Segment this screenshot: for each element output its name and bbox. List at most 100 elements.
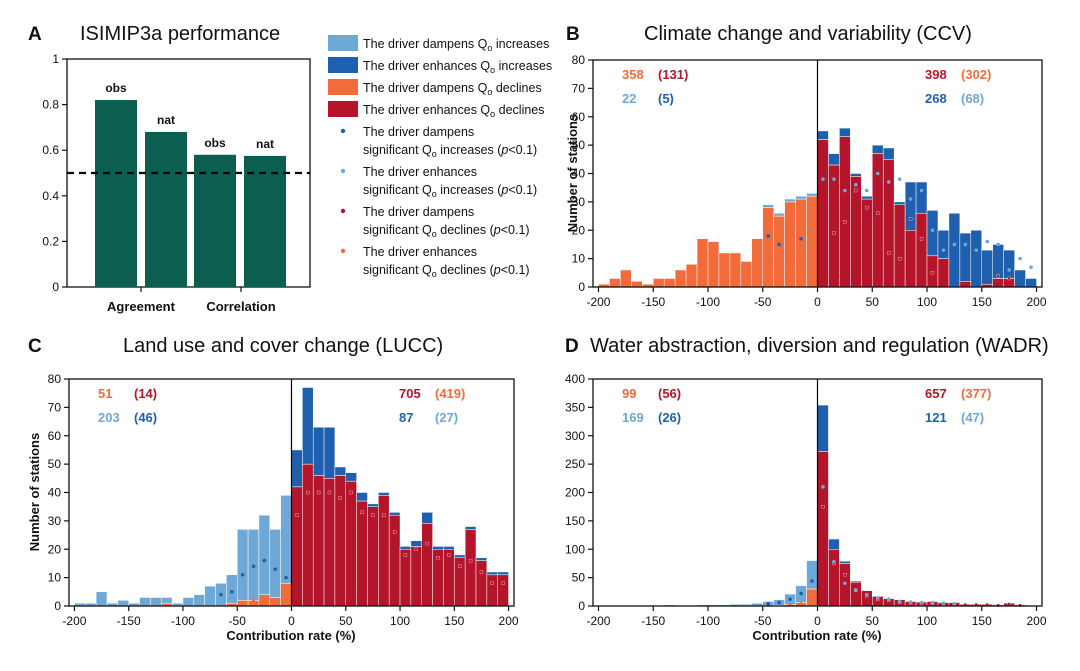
panel-d-ytick-label: 50 xyxy=(572,571,586,585)
panel-b-annot-left-top-paren: (131) xyxy=(658,67,688,82)
panel-c-ytick-label: 60 xyxy=(48,429,62,443)
panel-d-xtick-label: 150 xyxy=(972,614,992,628)
panel-b-dot-crimson xyxy=(887,251,891,255)
legend-text-part: <0.1) xyxy=(508,143,537,157)
panel-d-ytick-label: 200 xyxy=(565,486,585,500)
panel-b-bar-crimson xyxy=(861,198,873,288)
legend-label-line2: significant Qo declines (p<0.1) xyxy=(363,263,530,279)
panel-c-dot-darkblue xyxy=(273,567,278,571)
panel-c-bar-darkblue xyxy=(475,557,488,561)
panel-c-bar-lightblue xyxy=(161,597,173,604)
panel-c-dot-crimson xyxy=(360,510,364,515)
panel-d-annot-right-top: 657 xyxy=(925,386,947,401)
panel-d-annot-left-bottom-paren: (26) xyxy=(658,410,681,425)
panel-a-ytick-label: 0.2 xyxy=(42,234,59,248)
panel-b-bar-crimson xyxy=(937,258,950,288)
panel-b-dot-orange xyxy=(624,276,628,280)
legend-label-line1: The driver dampens xyxy=(363,125,474,139)
panel-b-bar-darkblue xyxy=(839,127,851,137)
panel-b-dot-orange xyxy=(766,257,770,261)
panel-b-dot-lightblue xyxy=(875,171,880,176)
panel-c-xtick-label: 200 xyxy=(499,614,519,628)
panel-d-dot-lightblue xyxy=(864,592,869,597)
panel-b-ytick-label: 10 xyxy=(572,252,586,266)
panel-d-xtick-label: 50 xyxy=(866,614,880,628)
panel-c-dot-orange xyxy=(241,601,245,605)
panel-d-dot-darkblue xyxy=(766,601,771,606)
panel-d-xlabel: Contribution rate (%) xyxy=(752,628,881,643)
panel-b-bar-crimson xyxy=(992,278,1004,288)
panel-b-bar-darkblue xyxy=(937,230,950,259)
legend-label: The driver enhances Qo declines xyxy=(363,103,545,119)
panel-a-ytick-label: 1 xyxy=(52,52,59,66)
panel-b-ytick-label: 0 xyxy=(578,280,585,294)
panel-c-bar-lightblue xyxy=(236,529,249,601)
panel-c-bar-darkblue xyxy=(497,571,509,576)
panel-c-letter: C xyxy=(28,336,42,357)
panel-d-letter: D xyxy=(565,336,579,357)
panel-b-dot-orange xyxy=(690,274,694,278)
legend-label-line2: significant Qo increases (p<0.1) xyxy=(363,183,537,199)
panel-c-bar-crimson xyxy=(345,480,357,607)
panel-d-dot-lightblue xyxy=(930,600,935,605)
legend-label-line1: The driver enhances xyxy=(363,165,477,179)
panel-c-xtick-label: 50 xyxy=(339,614,353,628)
panel-c-dot-crimson xyxy=(458,564,462,568)
panel-b-xtick-label: -50 xyxy=(754,295,772,309)
panel-b-ytick-label: 30 xyxy=(572,195,586,209)
panel-b-bar-darkblue xyxy=(1003,249,1015,279)
panel-c-annot-right-top: 705 xyxy=(399,386,421,401)
panel-c-dot-crimson xyxy=(306,490,310,495)
panel-d-dot-lightblue xyxy=(854,588,858,592)
legend-subscript: o xyxy=(490,65,495,75)
panel-b-dot-lightblue xyxy=(864,188,869,193)
panel-c-bar-crimson xyxy=(378,495,390,607)
panel-d-xtick-label: -150 xyxy=(641,614,665,628)
panel-b-bar-crimson xyxy=(850,176,862,288)
panel-b-bar-orange xyxy=(609,278,621,288)
panel-b-dot-orange xyxy=(679,279,683,283)
panel-d-bar-darkblue xyxy=(839,560,851,564)
legend-text-part: <0.1) xyxy=(501,263,530,277)
panel-c-bar-darkblue xyxy=(486,571,498,576)
legend-text-part: significant Q xyxy=(363,183,432,197)
panel-b-dot-lightblue xyxy=(974,248,979,252)
panel-b-bar-orange xyxy=(784,201,796,288)
panel-d-bar-darkblue xyxy=(828,538,840,550)
panel-b-xtick-label: -100 xyxy=(696,295,720,309)
panel-b-dot-lightblue xyxy=(897,177,902,181)
panel-d-xtick-label: -50 xyxy=(754,614,772,628)
panel-b-dot-orange xyxy=(810,271,814,275)
panel-c-dot-crimson xyxy=(349,490,353,495)
panel-a-group-label: Agreement xyxy=(107,299,176,314)
panel-b-ylabel: Number of stations xyxy=(565,114,580,232)
legend-pvalue-symbol: p xyxy=(493,263,501,277)
panel-b-bar-darkblue xyxy=(959,232,972,282)
panel-a-ytick-label: 0.6 xyxy=(42,143,59,157)
panel-b-bar-darkblue xyxy=(981,249,993,285)
panel-c-bar-lightblue xyxy=(182,597,195,607)
panel-c-bar-lightblue xyxy=(193,594,205,607)
panel-c-dot-darkblue xyxy=(262,558,267,563)
panel-b-bar-darkblue xyxy=(861,195,873,200)
panel-d-annot-left-top: 99 xyxy=(622,386,636,401)
panel-b-bar-orange xyxy=(718,252,731,288)
legend-swatch xyxy=(328,79,358,95)
panel-d-dot-darkblue xyxy=(777,600,781,605)
panel-b-xtick-label: -150 xyxy=(641,295,665,309)
panel-b-bar-darkblue xyxy=(872,144,884,154)
panel-d-dot-crimson xyxy=(1007,602,1011,606)
panel-b-annot-left-bottom: 22 xyxy=(622,91,636,106)
panel-c-bar-crimson xyxy=(464,529,477,607)
panel-c-bar-darkblue xyxy=(323,426,336,479)
panel-c-xtick-label: -100 xyxy=(171,614,195,628)
panel-c-bar-crimson xyxy=(302,463,314,607)
panel-d-bar-darkblue xyxy=(861,589,873,591)
legend-text-part: The driver enhances Q xyxy=(363,59,490,73)
panel-c-dot-crimson xyxy=(501,581,505,585)
panel-d-dot-crimson xyxy=(821,505,825,509)
panel-a-ytick-label: 0.4 xyxy=(42,189,59,203)
panel-b-bar-orange xyxy=(773,215,785,288)
legend-text-part: increases ( xyxy=(437,183,502,197)
legend-text-part: significant Q xyxy=(363,263,432,277)
